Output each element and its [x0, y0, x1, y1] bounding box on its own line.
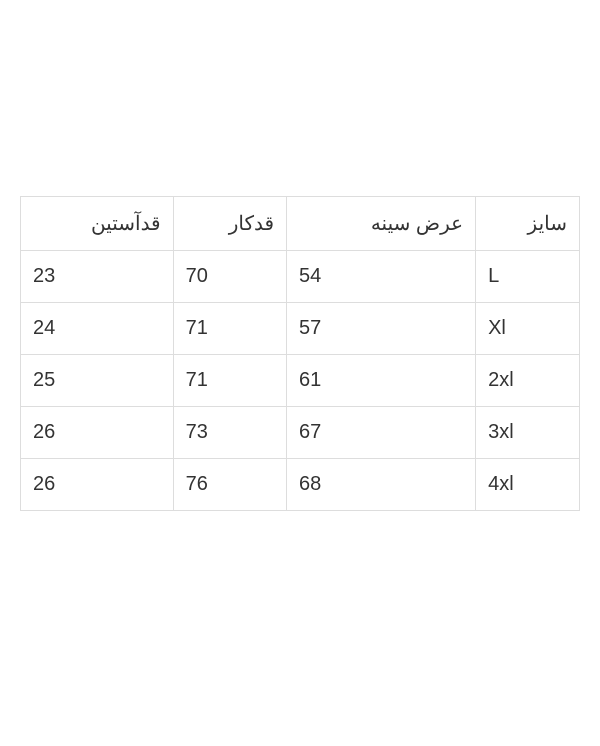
table-row: 24 71 57 Xl	[21, 302, 580, 354]
column-header-length: قدکار	[173, 196, 286, 250]
table-header-row: قدآستین قدکار عرض سینه سایز	[21, 196, 580, 250]
table-row: 26 76 68 4xl	[21, 458, 580, 510]
cell-chest: 68	[287, 458, 476, 510]
cell-sleeve: 25	[21, 354, 174, 406]
cell-size: L	[476, 250, 580, 302]
cell-length: 73	[173, 406, 286, 458]
cell-chest: 54	[287, 250, 476, 302]
cell-chest: 67	[287, 406, 476, 458]
column-header-chest: عرض سینه	[287, 196, 476, 250]
cell-length: 70	[173, 250, 286, 302]
cell-size: 2xl	[476, 354, 580, 406]
cell-length: 71	[173, 302, 286, 354]
cell-chest: 57	[287, 302, 476, 354]
table-row: 26 73 67 3xl	[21, 406, 580, 458]
size-table-container: قدآستین قدکار عرض سینه سایز 23 70 54 L 2…	[20, 196, 580, 511]
size-table: قدآستین قدکار عرض سینه سایز 23 70 54 L 2…	[20, 196, 580, 511]
cell-chest: 61	[287, 354, 476, 406]
cell-length: 76	[173, 458, 286, 510]
cell-sleeve: 26	[21, 458, 174, 510]
cell-sleeve: 26	[21, 406, 174, 458]
table-row: 25 71 61 2xl	[21, 354, 580, 406]
cell-length: 71	[173, 354, 286, 406]
column-header-sleeve: قدآستین	[21, 196, 174, 250]
cell-sleeve: 24	[21, 302, 174, 354]
column-header-size: سایز	[476, 196, 580, 250]
cell-size: 3xl	[476, 406, 580, 458]
cell-size: 4xl	[476, 458, 580, 510]
cell-size: Xl	[476, 302, 580, 354]
cell-sleeve: 23	[21, 250, 174, 302]
table-row: 23 70 54 L	[21, 250, 580, 302]
